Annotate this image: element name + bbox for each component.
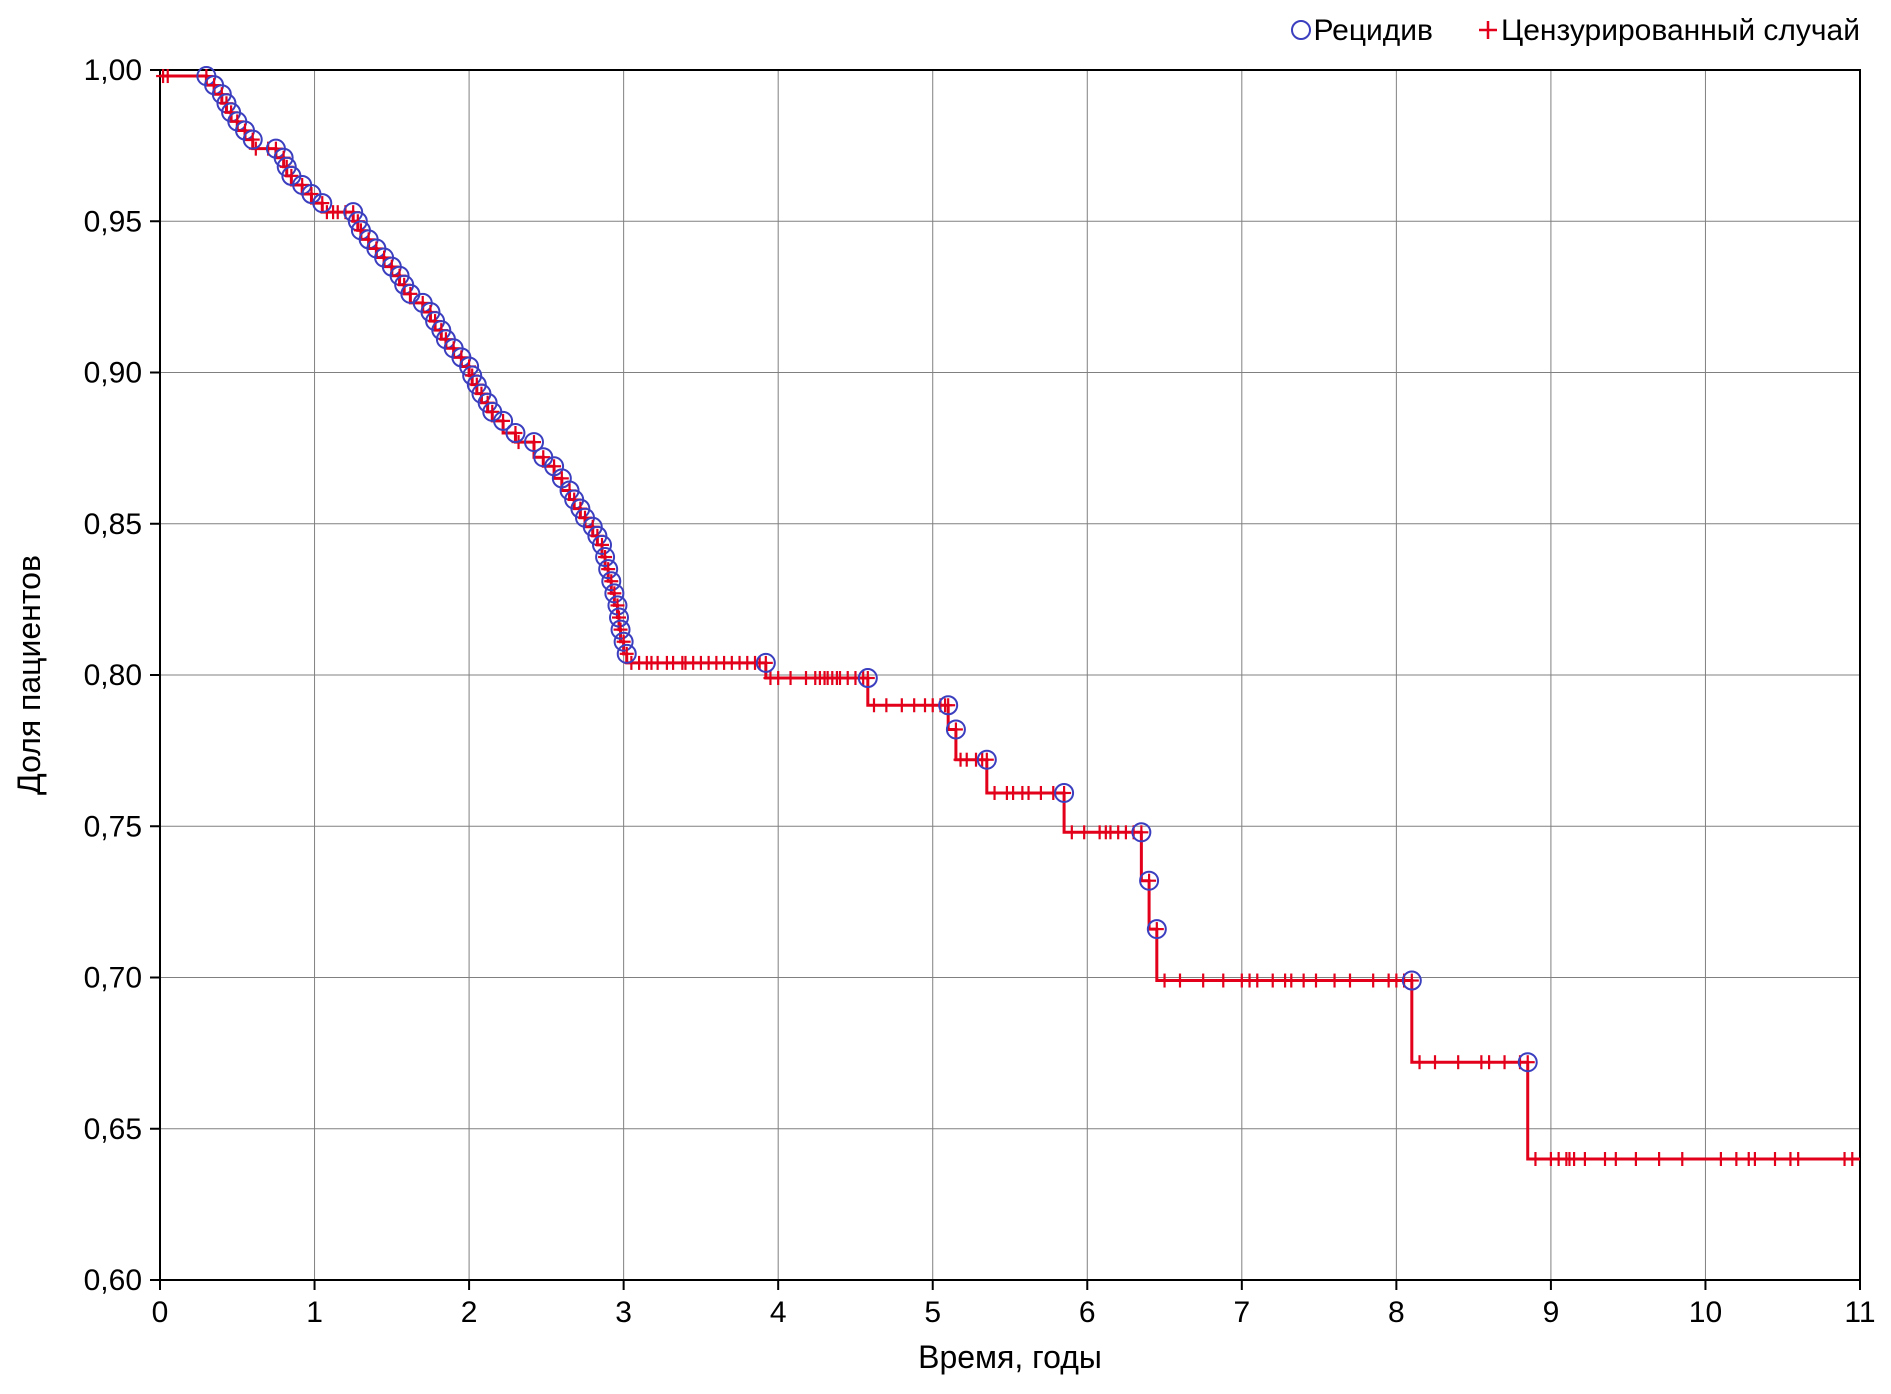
legend-label: Рецидив [1313, 14, 1433, 47]
survival-chart: 0 1 2 3 4 5 6 7 8 9 10 11 0,60 0,65 0,70 0,75 0,80 0,85 0,… [0, 0, 1891, 1394]
tick-labels: 0 1 2 3 4 5 6 7 8 9 10 11 0,60 0,65 0,70 0,75 0,80 0,85 0,… [84, 54, 1876, 1329]
axes [150, 70, 1860, 1290]
x-axis-label: Время, годы [918, 1339, 1102, 1375]
x-tick-label: 0 [152, 1296, 169, 1329]
x-tick-label: 4 [770, 1296, 787, 1329]
x-tick-label: 5 [924, 1296, 941, 1329]
x-tick-label: 6 [1079, 1296, 1096, 1329]
circle-icon [1292, 21, 1310, 39]
legend: Цензурированный случай Рецидив [1292, 14, 1860, 47]
y-tick-label: 1,00 [84, 54, 142, 87]
x-tick-label: 1 [306, 1296, 323, 1329]
x-tick-label: 11 [1844, 1296, 1875, 1329]
y-tick-label: 0,70 [84, 962, 142, 995]
y-tick-label: 0,75 [84, 810, 142, 843]
x-tick-label: 10 [1689, 1296, 1722, 1329]
x-tick-label: 9 [1543, 1296, 1560, 1329]
y-tick-label: 0,60 [84, 1264, 142, 1297]
y-tick-label: 0,90 [84, 357, 142, 390]
y-tick-label: 0,80 [84, 659, 142, 692]
x-tick-label: 8 [1388, 1296, 1405, 1329]
y-tick-label: 0,85 [84, 508, 142, 541]
x-tick-label: 3 [615, 1296, 632, 1329]
event-markers [197, 67, 1536, 1071]
survival-line [160, 76, 1860, 1159]
x-tick-label: 7 [1233, 1296, 1250, 1329]
y-tick-label: 0,95 [84, 205, 142, 238]
legend-label: Цензурированный случай [1501, 14, 1860, 47]
censor-markers [156, 69, 1859, 1166]
y-tick-label: 0,65 [84, 1113, 142, 1146]
grid [160, 70, 1860, 1280]
x-tick-label: 2 [461, 1296, 478, 1329]
y-axis-label: Доля пациентов [11, 555, 47, 795]
